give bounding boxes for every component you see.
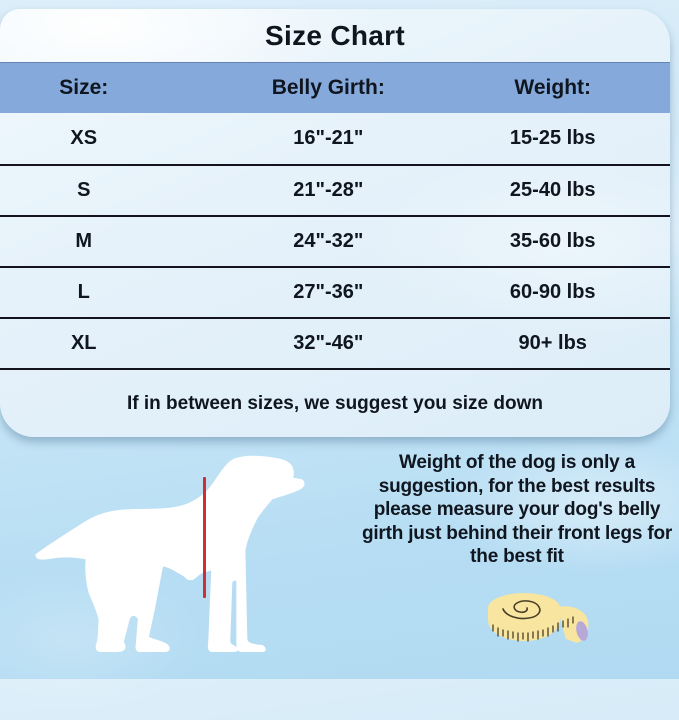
- tip-line: Weight of the dog is only a: [399, 452, 635, 473]
- weight-value: 35-60 lbs: [509, 230, 596, 252]
- page-title: Size Chart: [265, 19, 405, 51]
- table-row-m: M 24"-32" 35-60 lbs: [0, 215, 670, 266]
- table-header-row: Size: Belly Girth: Weight:: [0, 62, 670, 113]
- measurement-tip-text: Weight of the dog is only a suggestion, …: [352, 451, 679, 569]
- size-value: S: [77, 179, 91, 201]
- size-chart-card: Size Chart Size: Belly Girth: Weight: XS…: [0, 9, 670, 437]
- size-value: L: [77, 281, 90, 303]
- table-row-xs: XS 16"-21" 15-25 lbs: [0, 113, 670, 164]
- girth-value: 27"-36": [293, 281, 364, 303]
- weight-value: 60-90 lbs: [509, 281, 596, 303]
- girth-value: 21"-28": [293, 179, 364, 201]
- table-row-l: L 27"-36" 60-90 lbs: [0, 266, 670, 317]
- table-row-xl: XL 32"-46" 90+ lbs: [0, 317, 670, 368]
- size-value: XS: [70, 127, 98, 149]
- weight-value: 25-40 lbs: [509, 179, 596, 201]
- size-value: M: [75, 230, 93, 252]
- tip-line: please measure your dog's belly: [373, 499, 661, 520]
- column-header-girth: Belly Girth:: [271, 76, 385, 99]
- tip-line: the best fit: [470, 546, 564, 567]
- sizing-note: If in between sizes, we suggest you size…: [0, 368, 670, 437]
- weight-value: 15-25 lbs: [509, 127, 596, 149]
- girth-value: 24"-32": [293, 230, 364, 252]
- measuring-tape-icon: [480, 586, 598, 654]
- column-header-size: Size:: [59, 76, 109, 99]
- dog-silhouette-icon: [22, 448, 314, 664]
- girth-value: 32"-46": [293, 332, 364, 354]
- belly-girth-measure-line-icon: [203, 477, 206, 598]
- tip-line: suggestion, for the best results: [378, 475, 656, 497]
- column-header-weight: Weight:: [514, 76, 592, 99]
- size-value: XL: [70, 332, 97, 354]
- girth-value: 16"-21": [293, 127, 364, 149]
- table-row-s: S 21"-28" 25-40 lbs: [0, 164, 670, 215]
- weight-value: 90+ lbs: [518, 332, 587, 354]
- tip-line: girth just behind their front legs for: [361, 522, 673, 544]
